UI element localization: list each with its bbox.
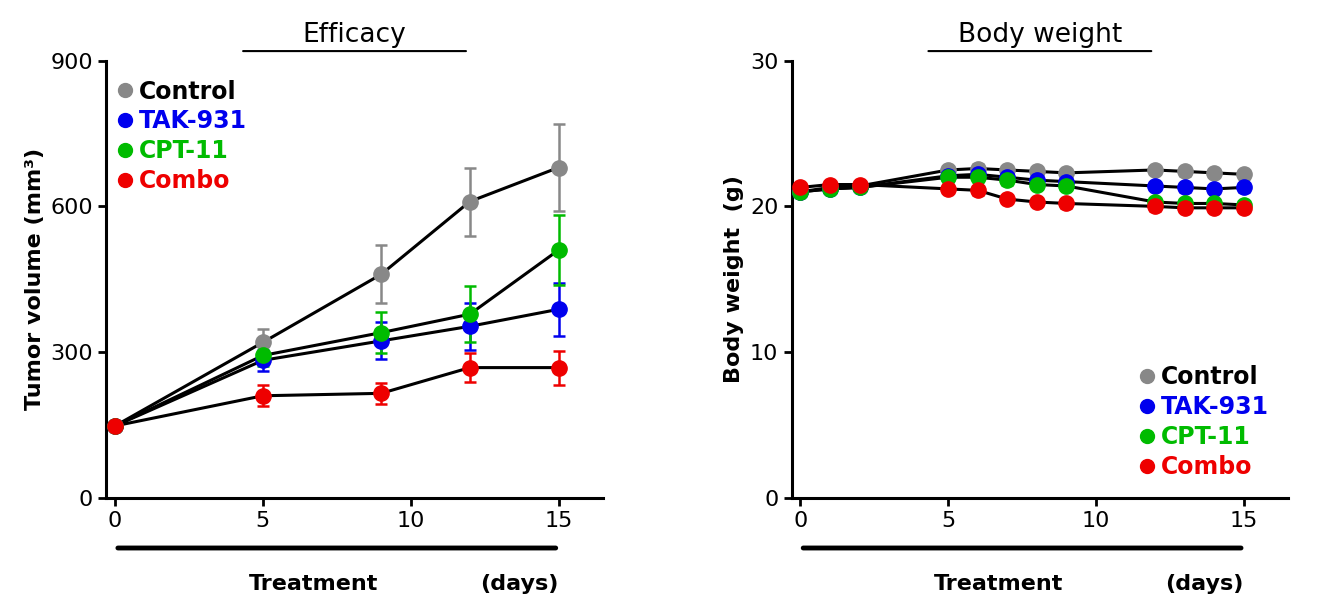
Y-axis label: Body weight  (g): Body weight (g): [725, 175, 745, 383]
Text: Efficacy: Efficacy: [303, 22, 406, 47]
Text: (days): (days): [481, 574, 559, 594]
Y-axis label: Tumor volume (mm³): Tumor volume (mm³): [25, 148, 45, 410]
Text: Treatment: Treatment: [934, 574, 1064, 594]
Text: Body weight: Body weight: [957, 22, 1122, 47]
Legend: Control, TAK-931, CPT-11, Combo: Control, TAK-931, CPT-11, Combo: [1139, 358, 1276, 486]
Text: Treatment: Treatment: [248, 574, 378, 594]
Text: (days): (days): [1166, 574, 1244, 594]
Legend: Control, TAK-931, CPT-11, Combo: Control, TAK-931, CPT-11, Combo: [118, 72, 255, 200]
